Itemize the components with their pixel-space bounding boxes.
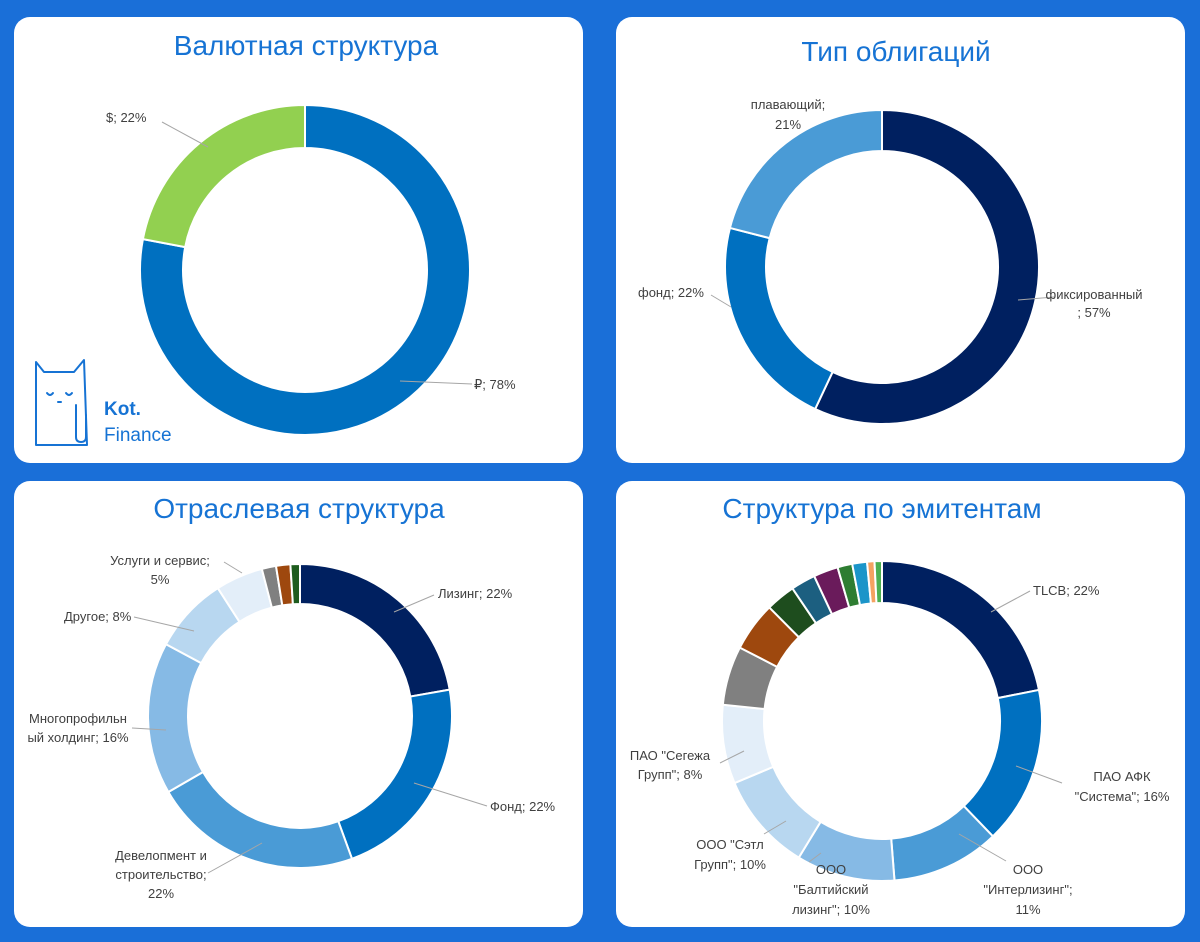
slice-label-interleasing-line1: ООО [1013, 862, 1043, 877]
slice-label-afk-line2: "Система"; 16% [1075, 789, 1170, 804]
bond-type-chart: Тип облигаций фиксированный ; 57% фонд; … [638, 36, 1143, 425]
sector-structure-card: Отраслевая структура Лизинг; 22% Фонд; 2… [14, 481, 583, 927]
donut-slice-2 [141, 103, 306, 249]
slice-label-interleasing-line2: "Интерлизинг"; [983, 882, 1072, 897]
slice-label-leasing: Лизинг; 22% [438, 586, 513, 601]
logo-line1: Kot. [104, 399, 141, 420]
donut-slice-1 [881, 559, 1041, 700]
slice-label-fixed-line2: ; 57% [1077, 305, 1111, 320]
slice-label-segezha-line2: Групп"; 8% [638, 767, 703, 782]
leader-line [413, 782, 488, 807]
leader-line [223, 561, 243, 574]
slice-label-baltic-line2: "Балтийский [793, 882, 868, 897]
donut-slice-2 [724, 226, 834, 411]
slice-label-baltic-line3: лизинг"; 10% [792, 902, 870, 917]
leader-line [710, 294, 732, 308]
donut-slice-9 [289, 562, 301, 606]
kot-finance-logo: Kot. Finance [35, 359, 172, 446]
slice-label-services-line2: 5% [151, 572, 170, 587]
issuer-structure-chart: Структура по эмитентам TLCB; 22% ПАО АФК… [630, 493, 1170, 917]
slice-label-baltic-line1: ООО [816, 862, 846, 877]
slice-label-services-line1: Услуги и сервис; [110, 553, 210, 568]
slice-label-fixed-line1: фиксированный [1046, 287, 1143, 302]
chart-title: Тип облигаций [801, 36, 990, 67]
leader-line [133, 616, 195, 632]
donut-slice-1 [813, 108, 1040, 425]
donut-slice-3 [728, 108, 883, 240]
leader-line [719, 750, 745, 764]
slice-label-holding-line1: Многопрофильн [29, 711, 127, 726]
donut-slice-4 [147, 642, 205, 794]
leader-line [207, 842, 263, 874]
slice-label-floating-line1: плавающий; [751, 97, 825, 112]
chart-title: Структура по эмитентам [722, 493, 1041, 524]
currency-structure-card: Валютная структура $; 22% ₽; 78% Kot. Fi… [14, 17, 583, 463]
leader-line [393, 594, 435, 613]
donut-slice-2 [337, 688, 453, 861]
donut-slice-2 [962, 688, 1043, 838]
sector-structure-chart: Отраслевая структура Лизинг; 22% Фонд; 2… [27, 493, 556, 901]
slice-label-development-line3: 22% [148, 886, 174, 901]
slice-label-fund: Фонд; 22% [490, 799, 556, 814]
slice-label-holding-line2: ый холдинг; 16% [27, 730, 129, 745]
slice-label-setl-line2: Групп"; 10% [694, 857, 766, 872]
slice-label-tlcb: TLCB; 22% [1033, 583, 1100, 598]
bond-type-card: Тип облигаций фиксированный ; 57% фонд; … [616, 17, 1185, 463]
chart-title: Валютная структура [174, 30, 439, 61]
leader-line [763, 820, 787, 835]
chart-title: Отраслевая структура [153, 493, 445, 524]
slice-label-development-line2: строительство; [115, 867, 206, 882]
cat-icon [35, 359, 88, 446]
slice-label-development-line1: Девелопмент и [115, 848, 207, 863]
leader-line [808, 852, 822, 863]
slice-label-setl-line1: ООО "Сэтл [696, 837, 764, 852]
donut-slice-15 [873, 559, 883, 605]
slice-label-interleasing-line3: 11% [1015, 902, 1040, 917]
donut-slice-1 [299, 562, 451, 698]
slice-label-usd: $; 22% [106, 110, 147, 125]
slice-label-fund: фонд; 22% [638, 285, 704, 300]
donut-slice-1 [139, 103, 471, 436]
slice-label-other: Другое; 8% [64, 609, 132, 624]
leader-line [1017, 296, 1055, 301]
logo-line2: Finance [104, 425, 172, 446]
issuer-structure-card: Структура по эмитентам TLCB; 22% ПАО АФК… [616, 481, 1185, 927]
leader-line [161, 121, 209, 148]
leader-line [399, 380, 473, 385]
leader-line [1015, 765, 1063, 784]
leader-line [131, 727, 167, 731]
slice-label-afk-line1: ПАО АФК [1093, 769, 1151, 784]
slice-label-segezha-line1: ПАО "Сегежа [630, 748, 711, 763]
slice-label-rub: ₽; 78% [474, 377, 516, 392]
leader-line [958, 833, 1007, 862]
currency-structure-chart: Валютная структура $; 22% ₽; 78% Kot. Fi… [35, 30, 516, 446]
slice-label-floating-line2: 21% [775, 117, 801, 132]
leader-line [990, 590, 1031, 613]
